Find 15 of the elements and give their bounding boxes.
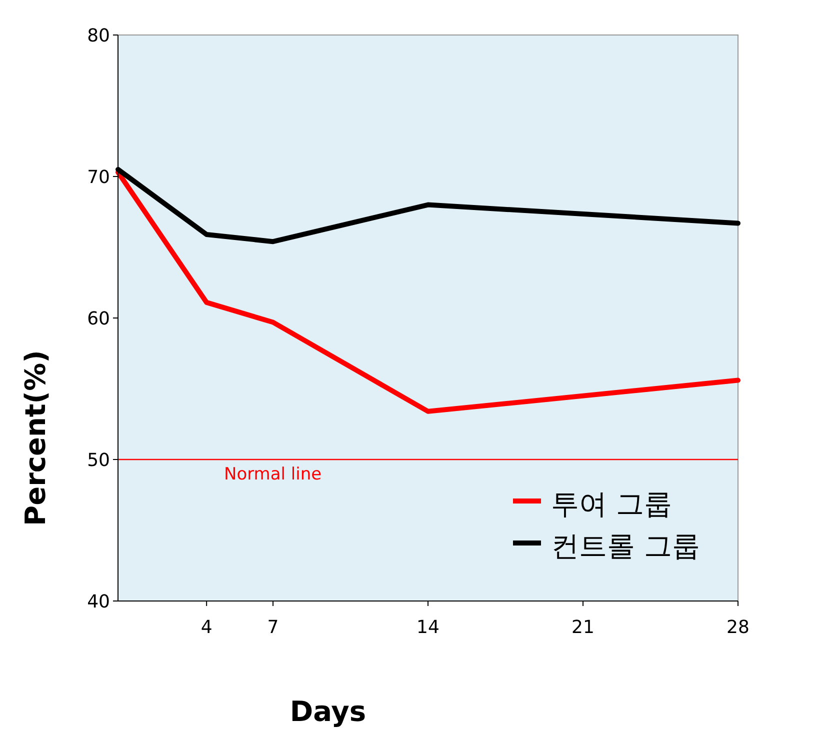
x-tick-label: 14 (416, 617, 440, 638)
x-tick-label: 21 (572, 617, 594, 638)
x-tick-label: 4 (200, 617, 212, 638)
x-axis-title: Days (290, 695, 366, 728)
y-tick-label: 50 (87, 450, 110, 471)
legend-label: 투여 그룹 (551, 488, 672, 521)
x-tick-label: 28 (726, 617, 750, 638)
ref-line-label: Normal line (224, 464, 322, 484)
y-axis-title: Percent(%) (19, 350, 52, 526)
y-tick-label: 40 (87, 591, 110, 612)
legend-label: 컨트롤 그룹 (551, 530, 700, 563)
y-tick-label: 80 (87, 25, 110, 46)
y-tick-label: 60 (87, 308, 110, 330)
x-tick-label: 7 (267, 617, 279, 638)
y-tick-label: 70 (87, 166, 110, 188)
